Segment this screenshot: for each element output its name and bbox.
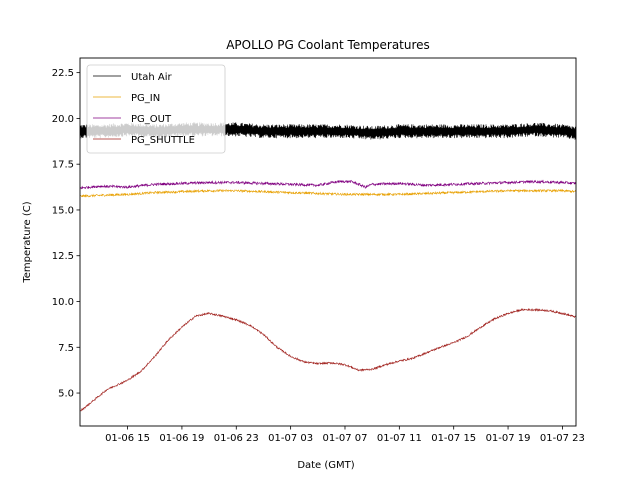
series-line-pg-shuttle: [80, 307, 576, 413]
x-tick-label: 01-07 15: [431, 433, 476, 444]
x-tick-label: 01-07 07: [323, 433, 368, 444]
x-tick-label: 01-06 23: [214, 433, 259, 444]
x-axis-label: Date (GMT): [297, 460, 354, 471]
y-tick-label: 17.5: [52, 160, 74, 171]
chart-title: APOLLO PG Coolant Temperatures: [226, 38, 430, 52]
legend-label: PG_SHUTTLE: [131, 135, 195, 146]
legend-label: PG_OUT: [131, 114, 172, 125]
y-tick-label: 10.0: [52, 297, 74, 308]
legend-frame: [86, 64, 226, 154]
x-tick-label: 01-07 19: [486, 433, 531, 444]
x-tick-label: 01-06 19: [159, 433, 204, 444]
series-line-pg-out: [80, 179, 576, 190]
legend-label: PG_IN: [131, 93, 160, 104]
legend-label: Utah Air: [131, 72, 173, 83]
y-tick-label: 7.5: [58, 343, 74, 354]
y-axis-label: Temperature (C): [22, 201, 33, 283]
y-tick-label: 20.0: [52, 114, 74, 125]
y-tick-label: 5.0: [58, 389, 74, 400]
plot-frame: [79, 57, 577, 427]
x-axis: 01-06 15 01-06 19 01-06 23 01-07 03 01-07 07…: [105, 426, 585, 444]
legend: Utah Air PG_IN PG_OUT PG_SHUTTLE: [86, 64, 226, 154]
series-line-pg-in: [80, 188, 576, 198]
y-tick-label: 12.5: [52, 251, 74, 262]
y-tick-label: 15.0: [52, 205, 74, 216]
x-tick-label: 01-07 11: [377, 433, 422, 444]
y-tick-label: 22.5: [52, 68, 74, 79]
x-tick-label: 01-07 03: [268, 433, 313, 444]
x-tick-label: 01-07 23: [540, 433, 585, 444]
y-axis: 5.0 7.5 10.0 12.5 15.0 17.5 20.0 22.5: [52, 68, 80, 400]
x-tick-label: 01-06 15: [105, 433, 150, 444]
